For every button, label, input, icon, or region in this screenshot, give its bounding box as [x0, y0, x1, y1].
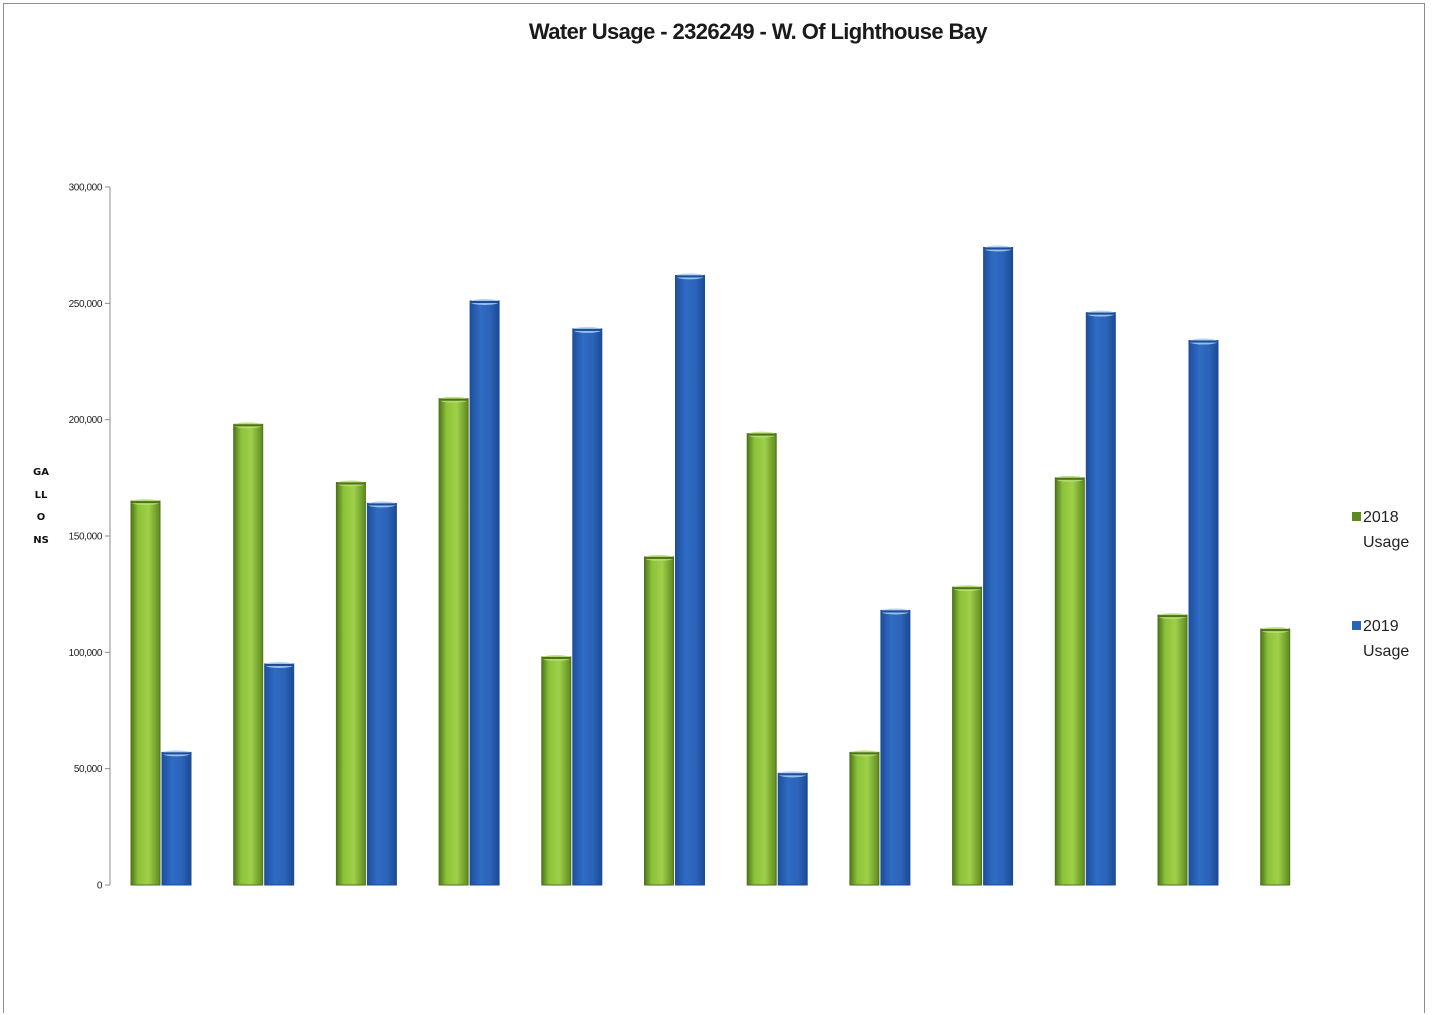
- legend-label-year: 2018: [1363, 509, 1399, 526]
- bar-2018-9: [952, 585, 983, 886]
- legend-item-2018: 2018 Usage: [1352, 505, 1422, 555]
- bar-2019-10: [1085, 310, 1116, 886]
- y-tick-label: 300,000: [69, 183, 103, 194]
- bar-2019-2: [264, 661, 295, 886]
- y-axis-label: GALLONS: [33, 467, 49, 546]
- legend-swatch: [1352, 621, 1361, 630]
- bar-2019-4: [469, 299, 500, 886]
- bar-2019-3: [366, 501, 397, 886]
- y-tick-label: 0: [97, 881, 103, 892]
- bar-2018-1: [130, 499, 161, 886]
- y-tick-label: 100,000: [69, 648, 103, 659]
- bar-2019-8: [880, 608, 911, 886]
- y-tick-label: 150,000: [69, 532, 103, 543]
- legend-label-usage: Usage: [1363, 534, 1410, 551]
- y-tick-label: 50,000: [74, 764, 103, 775]
- bar-2019-5: [572, 326, 603, 886]
- bar-2019-9: [983, 245, 1014, 886]
- chart-title: Water Usage - 2326249 - W. Of Lighthouse…: [528, 19, 988, 44]
- bar-2018-8: [849, 750, 880, 886]
- bar-2018-11: [1157, 613, 1188, 886]
- y-tick-label: 250,000: [69, 299, 103, 310]
- bar-2019-1: [161, 750, 192, 886]
- legend-label-year: 2019: [1363, 618, 1399, 635]
- bar-2019-11: [1188, 338, 1219, 886]
- chart-frame: [3, 3, 1425, 1013]
- bar-2018-12: [1260, 627, 1291, 886]
- bar-2018-7: [746, 431, 777, 886]
- legend-swatch: [1352, 512, 1361, 521]
- bar-2019-6: [675, 273, 705, 886]
- bar-2018-4: [438, 396, 469, 886]
- legend: 2018 Usage 2019 Usage: [1352, 505, 1422, 723]
- bar-2019-7: [777, 771, 808, 886]
- bar-2018-5: [541, 654, 572, 886]
- bar-2018-10: [1054, 475, 1085, 886]
- legend-item-2019: 2019 Usage: [1352, 614, 1422, 664]
- bar-2018-6: [644, 554, 674, 886]
- legend-label-usage: Usage: [1363, 643, 1410, 660]
- bar-2018-2: [233, 422, 264, 886]
- y-tick-label: 200,000: [69, 415, 103, 426]
- bar-2018-3: [335, 480, 366, 886]
